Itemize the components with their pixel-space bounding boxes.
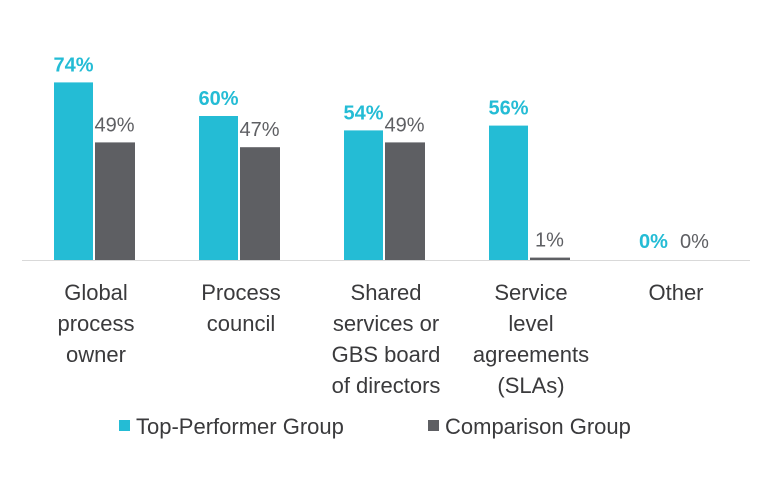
legend-swatch-top-performer: [119, 420, 130, 431]
bar-top-performer: [54, 82, 93, 261]
bar-comparison: [530, 257, 570, 260]
bar-top-performer: [199, 116, 238, 260]
category-label: of directors: [332, 373, 441, 398]
category-label: GBS board: [332, 342, 441, 367]
data-label-comparison: 49%: [384, 114, 424, 136]
category-label: process: [57, 311, 134, 336]
data-label-top-performer: 74%: [53, 54, 93, 76]
category-label: services or: [333, 311, 439, 336]
category-label: level: [508, 311, 553, 336]
bar-comparison: [240, 147, 280, 260]
data-label-top-performer: 0%: [639, 231, 668, 253]
category-label: Global: [64, 280, 128, 305]
data-label-top-performer: 56%: [488, 98, 528, 120]
bar-top-performer: [489, 125, 528, 260]
category-label: owner: [66, 342, 126, 367]
data-label-comparison: 0%: [680, 231, 709, 253]
legend-label-top-performer: Top-Performer Group: [136, 414, 344, 439]
category-label: Service: [494, 280, 567, 305]
category-label: Other: [648, 280, 703, 305]
data-label-comparison: 47%: [239, 119, 279, 141]
legend: Top-Performer Group Comparison Group: [119, 414, 631, 439]
data-label-comparison: 49%: [94, 114, 134, 136]
bar-comparison: [385, 142, 425, 260]
data-label-top-performer: 54%: [343, 102, 383, 124]
category-label: agreements: [473, 342, 589, 367]
category-label: (SLAs): [497, 373, 564, 398]
legend-label-comparison: Comparison Group: [445, 414, 631, 439]
bar-top-performer: [344, 130, 383, 260]
legend-swatch-comparison: [428, 420, 439, 431]
bar-comparison: [95, 142, 135, 260]
category-label: council: [207, 311, 275, 336]
data-label-top-performer: 60%: [198, 88, 238, 110]
category-label: Process: [201, 280, 280, 305]
category-label: Shared: [351, 280, 422, 305]
data-label-comparison: 1%: [535, 230, 564, 252]
